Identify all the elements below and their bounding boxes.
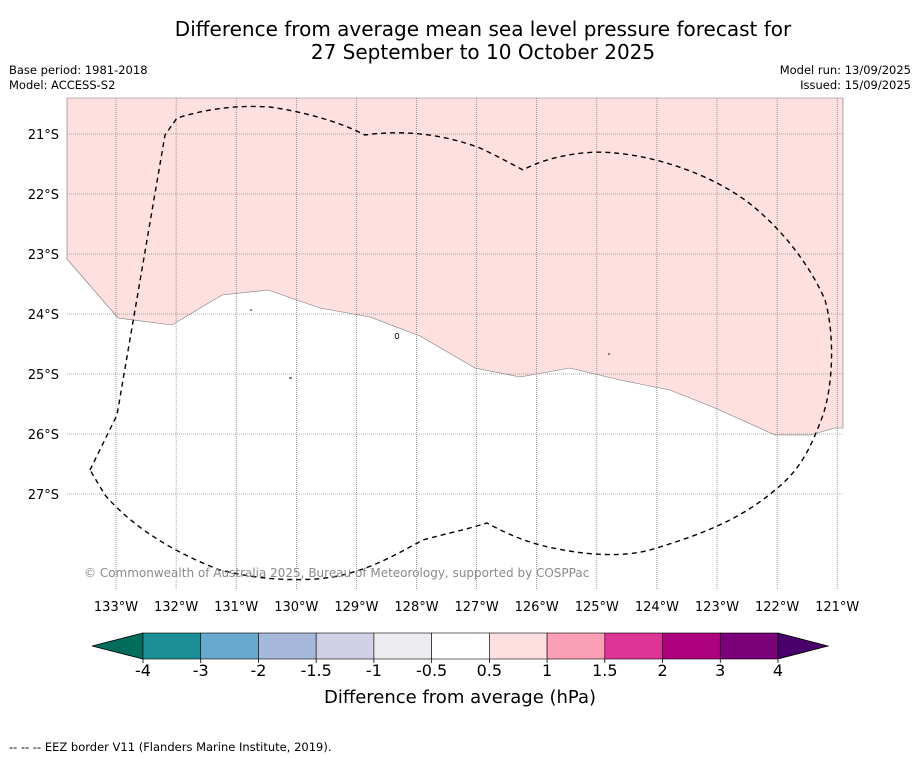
issued-text: Issued: 15/09/2025 bbox=[800, 78, 911, 92]
latitude-label: 23°S bbox=[28, 248, 59, 263]
longitude-label: 122°W bbox=[755, 600, 799, 615]
colorbar-tick-label: 2 bbox=[657, 661, 667, 680]
colorbar-bin bbox=[719, 632, 779, 660]
colorbar-tick-label: -0.5 bbox=[416, 661, 447, 680]
chart-title: Difference from average mean sea level p… bbox=[0, 18, 919, 64]
colorbar-bins bbox=[142, 632, 779, 660]
colorbar-tick-label: -2 bbox=[250, 661, 266, 680]
colorbar-bin bbox=[200, 632, 259, 660]
colorbar-bin bbox=[315, 632, 375, 660]
colorbar-tick-label: -3 bbox=[193, 661, 209, 680]
longitude-label: 131°W bbox=[214, 600, 258, 615]
title-line-2: 27 September to 10 October 2025 bbox=[310, 40, 656, 64]
eez-border bbox=[89, 105, 833, 581]
latitude-label: 21°S bbox=[28, 128, 59, 143]
model-text: Model: ACCESS-S2 bbox=[9, 78, 116, 92]
colorbar-tick-labels: -4 -3 -2 -1.5 -1 -0.5 0.5 1 1.5 2 3 4 bbox=[135, 659, 783, 680]
longitude-label: 123°W bbox=[695, 600, 739, 615]
longitude-label: 132°W bbox=[154, 600, 198, 615]
longitude-label: 129°W bbox=[334, 600, 378, 615]
island-marker bbox=[394, 332, 400, 339]
colorbar-under-arrow bbox=[91, 632, 144, 660]
base-period-text: Base period: 1981-2018 bbox=[9, 63, 148, 77]
colorbar-bin bbox=[258, 632, 317, 660]
colorbar-bin bbox=[431, 632, 490, 660]
colorbar-tick-label: 1 bbox=[542, 661, 552, 680]
latitude-label: 27°S bbox=[28, 488, 59, 503]
colorbar-tick-label: -4 bbox=[135, 661, 151, 680]
colorbar-over-arrow bbox=[777, 632, 830, 660]
latitude-label: 25°S bbox=[28, 368, 59, 383]
longitude-label: 130°W bbox=[274, 600, 318, 615]
island-marker bbox=[250, 309, 252, 311]
colorbar-tick-label: 4 bbox=[773, 661, 783, 680]
colorbar-bin bbox=[373, 632, 432, 660]
colorbar-label: Difference from average (hPa) bbox=[324, 687, 596, 708]
eez-footnote: -- -- -- EEZ border V11 (Flanders Marine… bbox=[9, 740, 332, 754]
colorbar: -4 -3 -2 -1.5 -1 -0.5 0.5 1 1.5 2 3 4 Difference fr… bbox=[91, 632, 830, 708]
latitude-gridlines bbox=[67, 133, 843, 495]
longitude-label: 126°W bbox=[515, 600, 559, 615]
longitude-label: 124°W bbox=[635, 600, 679, 615]
latitude-label: 24°S bbox=[28, 308, 59, 323]
meta-left: Base period: 1981-2018 Model: ACCESS-S2 bbox=[9, 63, 148, 93]
longitude-label: 133°W bbox=[94, 600, 138, 615]
colorbar-tick-label: -1 bbox=[366, 661, 382, 680]
longitude-label: 128°W bbox=[394, 600, 438, 615]
latitude-axis-labels: 21°S 22°S 23°S 24°S 25°S 26°S 27°S bbox=[28, 128, 59, 503]
longitude-gridlines bbox=[115, 98, 838, 590]
longitude-axis-labels: 133°W 132°W 131°W 130°W 129°W 128°W 127°W 126°W… bbox=[94, 600, 860, 615]
longitude-label: 121°W bbox=[815, 600, 859, 615]
longitude-label: 125°W bbox=[575, 600, 619, 615]
meta-right: Model run: 13/09/2025 Issued: 15/09/2025 bbox=[780, 63, 911, 93]
title-line-1: Difference from average mean sea level p… bbox=[174, 17, 792, 41]
longitude-label: 127°W bbox=[455, 600, 499, 615]
colorbar-tick-label: 3 bbox=[715, 661, 725, 680]
latitude-label: 22°S bbox=[28, 188, 59, 203]
copyright-text: © Commonwealth of Australia 2025, Bureau… bbox=[84, 566, 589, 580]
colorbar-bin bbox=[546, 632, 606, 660]
colorbar-tick-label: -1.5 bbox=[301, 661, 332, 680]
island-marker bbox=[608, 353, 610, 355]
model-run-text: Model run: 13/09/2025 bbox=[779, 63, 911, 77]
colorbar-bin bbox=[489, 632, 548, 660]
colorbar-tick-label: 1.5 bbox=[592, 661, 617, 680]
colorbar-tick-label: 0.5 bbox=[477, 661, 502, 680]
anomaly-region bbox=[66, 97, 844, 436]
colorbar-bin bbox=[662, 632, 721, 660]
latitude-label: 26°S bbox=[28, 428, 59, 443]
colorbar-bin bbox=[604, 632, 663, 660]
colorbar-bin bbox=[142, 632, 202, 660]
